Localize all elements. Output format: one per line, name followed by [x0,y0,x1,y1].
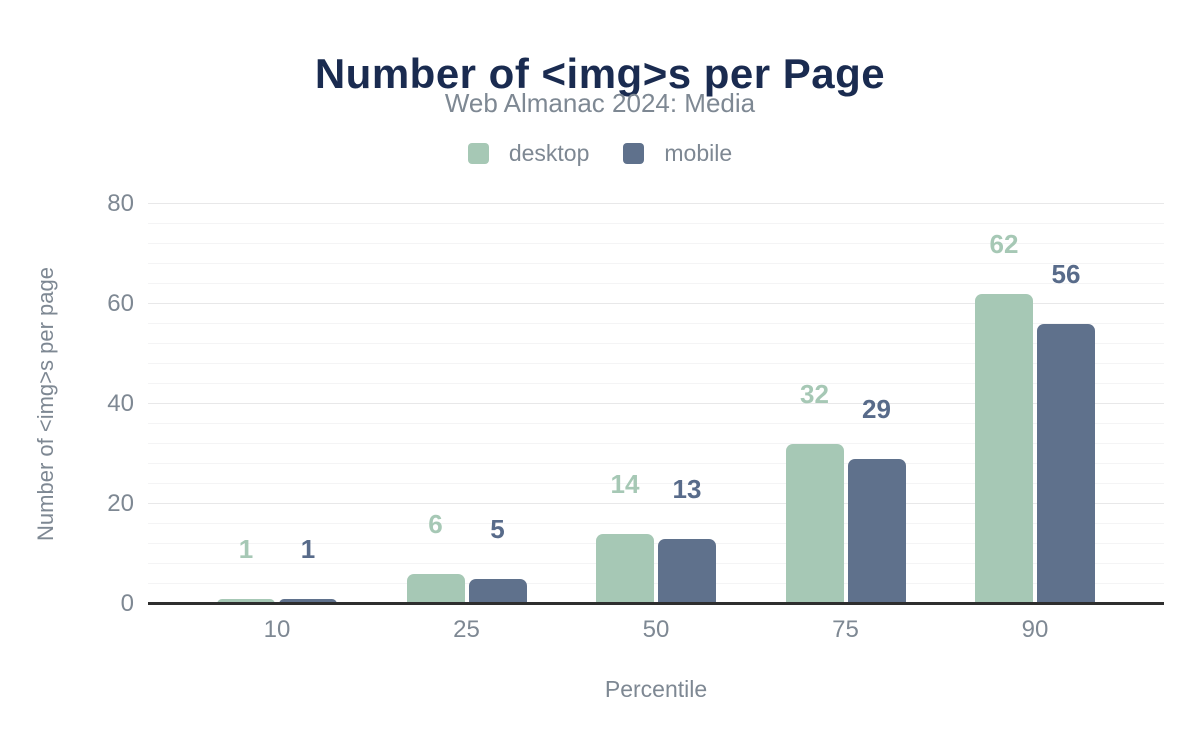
plot-area [148,203,1164,604]
gridline-minor [148,463,1164,464]
gridline-major [148,303,1164,304]
value-label-desktop-p25: 6 [428,509,443,539]
bar-wrap: 13 [658,204,716,604]
gridline-minor [148,243,1164,244]
bar-mobile-p50[interactable] [658,539,716,604]
legend-item-desktop[interactable]: desktop [467,140,590,167]
value-label-desktop-p75: 32 [800,379,829,409]
bar-wrap: 1 [279,204,337,604]
value-label-mobile-p10: 1 [300,534,316,564]
y-tick-label: 20 [107,490,134,517]
gridline-minor [148,543,1164,544]
legend: desktop mobile [0,140,1200,167]
bar-wrap: 29 [847,204,906,604]
bar-mobile-p25[interactable] [468,579,527,604]
x-tick-label: 25 [453,616,480,643]
bar-wrap: 6 [406,204,465,604]
chart-title: Number of <img>s per Page [314,50,886,98]
value-label-desktop-p90: 62 [989,229,1019,259]
gridline-minor [148,563,1164,564]
bar-wrap: 1 [217,204,275,604]
bar-wrap: 56 [1037,204,1095,604]
x-tick-label: 10 [263,616,291,643]
y-tick-label: 0 [120,590,134,617]
gridline-minor [148,583,1164,584]
gridline-minor [148,323,1164,324]
bar-wrap: 62 [975,204,1033,604]
y-tick-label: 80 [107,190,134,217]
bars-layer: 1 1 6 5 14 13 32 29 62 56 [148,204,1164,604]
x-tick-label: 75 [832,616,859,643]
bar-group-75: 32 29 [785,204,906,604]
gridline-minor [148,363,1164,364]
bar-group-50: 14 13 [596,204,716,604]
gridline-minor [148,523,1164,524]
bar-wrap: 32 [785,204,844,604]
gridline-minor [148,283,1164,284]
legend-label: desktop [508,140,590,166]
gridline-minor [148,423,1164,424]
gridline-minor [148,483,1164,484]
bar-mobile-p90[interactable] [1037,324,1095,604]
gridline-major [148,503,1164,504]
chart-subtitle: Web Almanac 2024: Media [444,88,756,118]
value-label-desktop-p10: 1 [238,534,254,564]
gridline-minor [148,263,1164,264]
bar-group-90: 62 56 [975,204,1095,604]
gridline-minor [148,343,1164,344]
value-label-mobile-p50: 13 [672,474,702,504]
bar-mobile-p10[interactable] [279,599,337,604]
y-tick-label: 40 [107,390,134,417]
legend-item-mobile[interactable]: mobile [623,140,732,167]
x-axis-ticks: 10 25 50 75 90 [148,616,1164,644]
value-label-mobile-p75: 29 [862,394,891,424]
gridline-major [148,203,1164,204]
bar-wrap: 14 [596,204,654,604]
legend-swatch-mobile [623,143,645,164]
x-axis-title: Percentile [604,676,708,702]
gridline-minor [148,223,1164,224]
bar-wrap: 5 [468,204,527,604]
bar-desktop-p90[interactable] [975,294,1033,604]
legend-label: mobile [664,140,733,166]
gridline-minor [148,443,1164,444]
bar-mobile-p75[interactable] [847,459,906,604]
y-tick-label: 60 [107,290,134,317]
bar-desktop-p25[interactable] [406,574,465,604]
value-label-mobile-p25: 5 [490,514,505,544]
value-label-desktop-p50: 14 [610,469,640,499]
gridline-minor [148,383,1164,384]
bar-desktop-p50[interactable] [596,534,654,604]
x-tick-label: 50 [642,616,670,643]
legend-swatch-desktop [467,143,489,164]
bar-desktop-p75[interactable] [785,444,844,604]
gridline-major [148,403,1164,404]
bar-desktop-p10[interactable] [217,599,275,604]
value-label-mobile-p90: 56 [1051,259,1081,289]
x-tick-label: 90 [1021,616,1049,643]
x-axis-line [148,602,1164,605]
